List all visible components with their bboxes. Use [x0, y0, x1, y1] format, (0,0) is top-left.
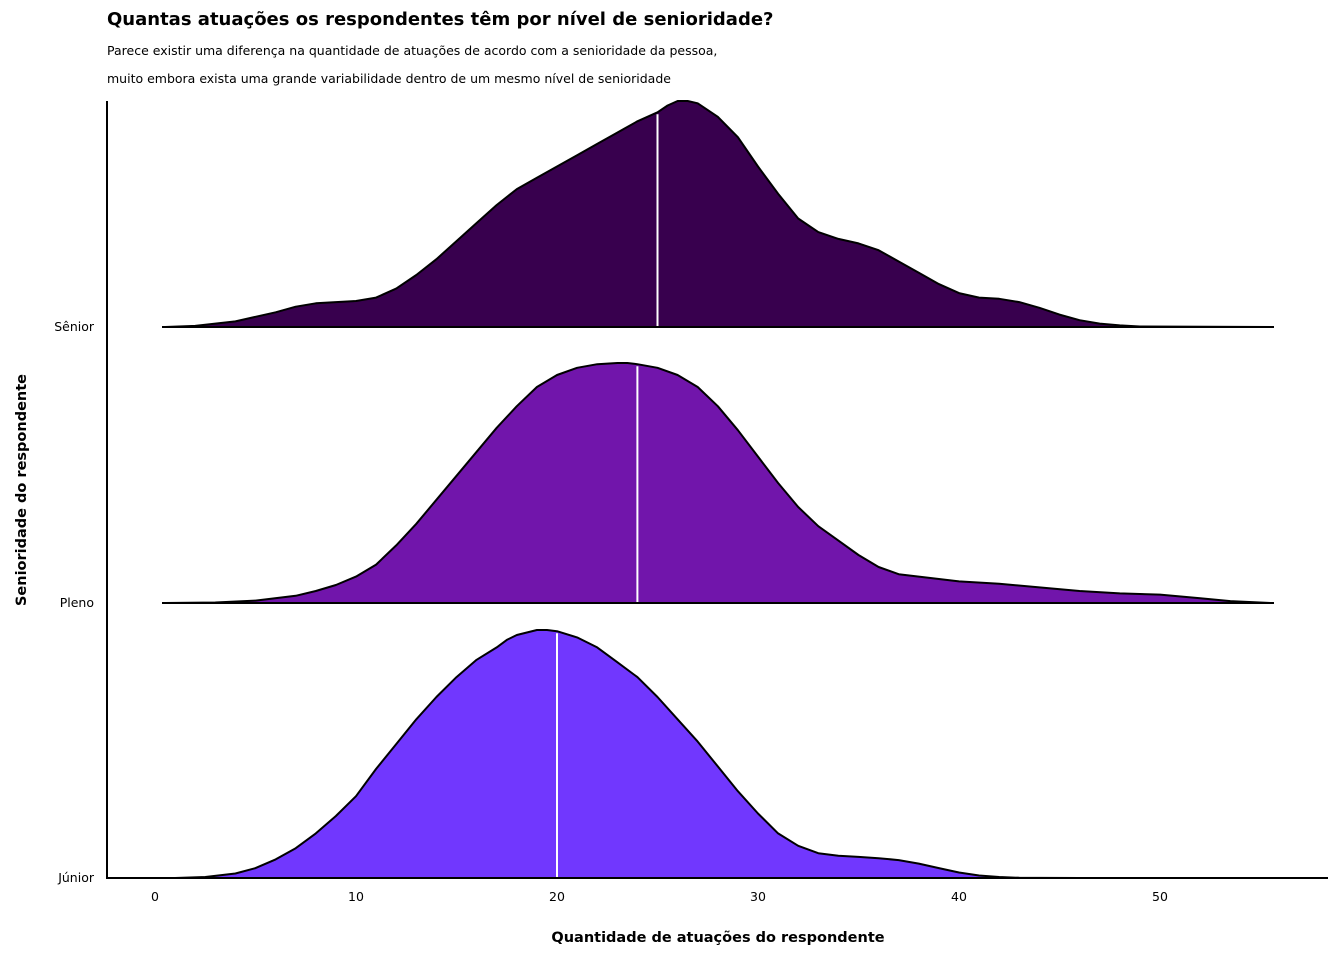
x-tick-label: 50: [1152, 889, 1168, 904]
x-tick-label: 40: [951, 889, 967, 904]
density-area-junior: [174, 629, 1081, 879]
chart-title: Quantas atuações os respondentes têm por…: [107, 9, 774, 30]
x-tick-label: 20: [549, 889, 565, 904]
category-label: Pleno: [60, 595, 94, 610]
category-labels: Júnior Pleno Sênior: [54, 319, 95, 885]
x-tick-label: 10: [348, 889, 364, 904]
x-tick-label: 30: [750, 889, 766, 904]
axes-layer: 0 10 20 30 40 50 Júnior Pleno Sênior Quantidade…: [14, 101, 1328, 946]
x-tick-label: 0: [151, 889, 159, 904]
y-axis-title: Senioridade do respondente: [14, 374, 30, 606]
ridge-senior: [162, 100, 1274, 328]
chart-subtitle-line-1: Parece existir uma diferença na quantida…: [107, 43, 718, 58]
x-axis-title: Quantidade de atuações do respondente: [551, 930, 884, 946]
ridge-pleno: [162, 362, 1274, 604]
density-area-pleno: [164, 362, 1272, 604]
chart-subtitle-line-2: muito embora exista uma grande variabili…: [107, 71, 671, 86]
category-label: Sênior: [54, 319, 95, 334]
ridges-layer: [162, 100, 1274, 879]
x-tick-labels: 0 10 20 30 40 50: [151, 889, 1168, 904]
density-area-senior: [164, 100, 1272, 328]
ridge-junior: [174, 629, 1081, 879]
category-label: Júnior: [57, 870, 95, 885]
